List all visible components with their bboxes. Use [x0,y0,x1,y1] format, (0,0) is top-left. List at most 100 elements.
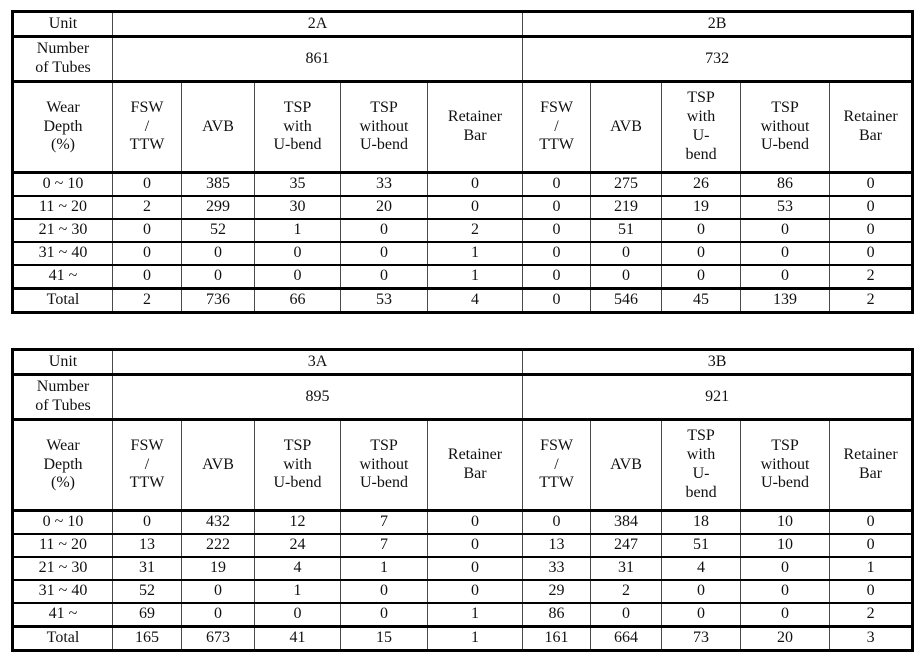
value-cell: 4 [661,556,742,581]
value-cell: 0 [340,579,428,604]
table-row: 11 ~ 20 2 299 30 20 0 0 219 19 53 0 [12,195,914,220]
value-cell: 0 [829,579,914,604]
value-cell: 0 [522,241,592,266]
column-header-cell: Retainer Bar [426,81,524,174]
value-cell: 0 [522,171,592,197]
value-cell: 33 [522,556,592,581]
value-cell: 299 [181,195,255,220]
value-cell: 0 [340,241,428,266]
value-cell: 0 [181,602,255,628]
value-cell: 0 [181,579,255,604]
value-cell: 384 [590,509,663,535]
value-cell: 19 [181,556,255,581]
value-cell: 53 [740,195,831,220]
value-cell: 0 [426,509,524,535]
value-cell: 0 [740,579,831,604]
table-row: 21 ~ 30 0 52 1 0 2 0 51 0 0 0 [12,218,914,243]
value-cell: 0 [522,195,592,220]
value-cell: 1 [254,579,341,604]
value-cell: 0 [829,218,914,243]
value-cell: 0 [426,195,524,220]
value-cell: 0 [181,241,255,266]
value-cell: 0 [829,241,914,266]
unit-label-cell: Unit [12,11,113,38]
value-cell: 0 [590,264,663,290]
value-cell: 66 [254,287,341,314]
value-cell: 0 [340,264,428,290]
value-cell: 2 [112,195,182,220]
value-cell: 12 [254,509,341,535]
column-header-cell: Retainer Bar [829,81,914,174]
value-cell: 546 [590,287,663,314]
tubes-value-cell: 861 [111,36,524,83]
column-header-cell: TSP without U-bend [740,81,831,174]
value-cell: 1 [254,218,341,243]
table-row: 41 ~69 0 0 0 1 86 0 0 0 2 [12,602,914,628]
value-cell: 0 [522,509,592,535]
value-cell: 1 [426,264,524,290]
value-cell: 139 [740,287,831,314]
value-cell: 45 [661,287,742,314]
value-cell: 0 [426,556,524,581]
value-cell: 29 [522,579,592,604]
table-row: 41 ~0 0 0 0 1 0 0 0 0 2 [12,264,914,290]
value-cell: 0 [740,264,831,290]
column-header-cell: TSP without U-bend [340,419,428,512]
column-header-cell: FSW / TTW [112,419,182,512]
value-cell: 432 [181,509,255,535]
value-cell: 0 [740,602,831,628]
table-row: 0 ~ 10 0 385 35 33 0 0 275 26 86 0 [12,171,914,197]
value-cell: 51 [590,218,663,243]
value-cell: 0 [112,241,182,266]
value-cell: 664 [590,625,663,652]
table-row: 31 ~ 40 52 0 1 0 0 29 2 0 0 0 [12,579,914,604]
value-cell: 86 [522,602,592,628]
value-cell: 4 [426,287,524,314]
value-cell: 4 [254,556,341,581]
value-cell: 0 [181,264,255,290]
value-cell: 0 [829,533,914,558]
value-cell: 0 [522,218,592,243]
value-cell: 0 [590,241,663,266]
row-label-cell: 21 ~ 30 [12,556,113,581]
wear-table-units-2a-2b: Unit 2A 2B Number of Tubes 861 732 Wear Depth … [11,10,915,314]
row-label-cell: 31 ~ 40 [12,241,113,266]
value-cell: 10 [740,533,831,558]
table-row: 31 ~ 40 0 0 0 0 1 0 0 0 0 0 [12,241,914,266]
value-cell: 3 [829,625,914,652]
value-cell: 1 [426,625,524,652]
unit-value-cell: 2B [522,11,914,38]
value-cell: 0 [254,241,341,266]
value-cell: 7 [340,509,428,535]
value-cell: 31 [112,556,182,581]
column-header-cell: AVB [590,81,663,174]
wear-depth-label-cell: Wear Depth (%) [12,81,113,174]
value-cell: 161 [522,625,592,652]
row-label-cell: 41 ~ [12,602,113,628]
value-cell: 0 [254,264,341,290]
row-label-cell: Total [12,287,113,314]
value-cell: 0 [829,509,914,535]
column-header-cell: AVB [590,419,663,512]
value-cell: 1 [829,556,914,581]
value-cell: 41 [254,625,341,652]
column-header-cell: FSW / TTW [522,81,592,174]
wear-table-units-3a-3b: Unit 3A 3B Number of Tubes 895 921 Wear Depth … [11,348,915,652]
table-row: Total 2 736 66 53 4 0 546 45 139 2 [12,287,914,314]
row-label-cell: 0 ~ 10 [12,171,113,197]
tubes-value-cell: 921 [522,374,914,421]
value-cell: 222 [181,533,255,558]
value-cell: 0 [829,195,914,220]
value-cell: 15 [340,625,428,652]
value-cell: 0 [340,602,428,628]
value-cell: 52 [112,579,182,604]
column-header-cell: TSP with U-bend [254,81,341,174]
wear-depth-label-cell: Wear Depth (%) [12,419,113,512]
row-label-cell: 21 ~ 30 [12,218,113,243]
value-cell: 0 [740,218,831,243]
value-cell: 0 [740,556,831,581]
value-cell: 24 [254,533,341,558]
value-cell: 385 [181,171,255,197]
row-label-cell: 11 ~ 20 [12,195,113,220]
